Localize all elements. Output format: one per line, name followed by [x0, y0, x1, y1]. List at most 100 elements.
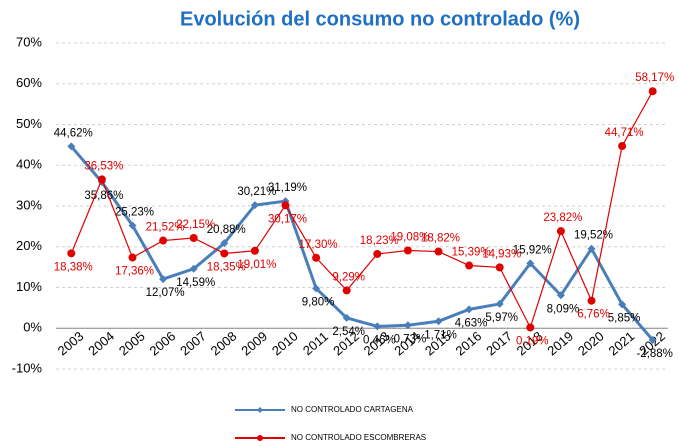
marker	[556, 291, 565, 300]
marker	[189, 233, 198, 242]
marker	[189, 264, 198, 273]
data-label: 0,73%	[394, 333, 427, 345]
data-label: 23,82%	[543, 212, 582, 224]
data-label: 44,71%	[605, 127, 644, 139]
data-label: 44,62%	[54, 127, 93, 139]
data-label: 17,36%	[115, 266, 154, 278]
data-label: 18,82%	[421, 233, 460, 245]
data-label: 6,76%	[577, 309, 610, 321]
data-label: 20,88%	[207, 224, 246, 236]
marker	[648, 335, 657, 344]
marker	[250, 201, 259, 210]
data-label: 5,85%	[608, 312, 641, 324]
x-tick-label: 2019	[544, 328, 576, 358]
x-tick-label: 2016	[453, 328, 485, 358]
data-label: 19,08%	[390, 232, 429, 244]
data-label: 19,52%	[574, 230, 613, 242]
x-tick-label: 2005	[116, 328, 148, 358]
marker	[526, 259, 535, 268]
legend-label: NO CONTROLADO CARTAGENA	[291, 405, 414, 414]
series-line	[70, 90, 654, 330]
marker	[67, 142, 76, 151]
data-label: -2,88%	[636, 348, 672, 360]
y-tick-label: 0%	[23, 320, 42, 335]
marker	[220, 239, 229, 248]
data-label: 9,29%	[332, 271, 365, 283]
data-label: 12,07%	[146, 287, 185, 299]
marker	[342, 286, 351, 295]
x-tick-label: 2011	[300, 329, 331, 358]
marker	[312, 284, 321, 293]
y-tick-label: 10%	[16, 279, 42, 294]
x-tick-label: 2008	[208, 328, 240, 358]
data-label: 18,38%	[54, 261, 93, 273]
marker	[587, 244, 596, 253]
data-label: 25,23%	[115, 206, 154, 218]
legend-label: NO CONTROLADO ESCOMBRERAS	[291, 433, 426, 442]
data-label: 15,39%	[452, 247, 491, 259]
x-tick-label: 2009	[238, 328, 270, 358]
marker	[556, 227, 565, 236]
marker	[159, 275, 168, 284]
marker	[403, 321, 412, 330]
y-tick-label: 70%	[16, 34, 42, 49]
y-tick-label: 20%	[16, 238, 42, 253]
data-label: 36,53%	[84, 160, 123, 172]
marker	[373, 322, 382, 331]
x-tick-label: 2021	[606, 328, 638, 358]
y-tick-label: 50%	[16, 116, 42, 131]
data-label: 22,15%	[176, 219, 215, 231]
marker	[312, 253, 321, 262]
marker	[97, 175, 106, 184]
data-label: 14,59%	[176, 277, 215, 289]
legend-marker	[257, 407, 263, 413]
y-tick-label: 30%	[16, 197, 42, 212]
data-label: 21,52%	[146, 222, 185, 234]
x-tick-label: 2017	[483, 328, 515, 358]
marker	[465, 305, 474, 314]
legend-marker	[257, 435, 263, 441]
data-label: 31,19%	[268, 182, 307, 194]
marker	[526, 323, 535, 332]
data-label: 0,19%	[516, 336, 549, 348]
marker	[128, 221, 137, 230]
data-label: 18,23%	[360, 235, 399, 247]
data-label: 15,92%	[513, 244, 552, 256]
marker	[373, 249, 382, 258]
data-label: 58,17%	[635, 72, 674, 84]
marker	[495, 263, 504, 272]
data-label: 19,01%	[237, 259, 276, 271]
marker	[128, 253, 137, 262]
x-tick-label: 2004	[85, 328, 117, 358]
marker	[618, 142, 627, 151]
marker	[403, 246, 412, 255]
marker	[67, 249, 76, 258]
data-label: 14,93%	[482, 248, 521, 260]
y-tick-label: -10%	[12, 360, 43, 375]
data-label: 5,97%	[485, 312, 518, 324]
marker	[342, 313, 351, 322]
x-tick-label: 2010	[269, 328, 301, 358]
x-tick-label: 2003	[55, 328, 87, 358]
marker	[495, 299, 504, 308]
x-tick-label: 2020	[575, 328, 607, 358]
data-label: 1,71%	[424, 329, 457, 341]
data-label: 9,80%	[302, 296, 335, 308]
marker	[587, 296, 596, 305]
chart-title: Evolución del consumo no controlado (%)	[180, 8, 580, 30]
marker	[281, 201, 290, 210]
marker	[648, 87, 657, 96]
data-label: 30,21%	[237, 186, 276, 198]
x-tick-label: 2006	[147, 328, 179, 358]
marker	[220, 249, 229, 258]
marker	[434, 247, 443, 256]
data-label: 0,46%	[363, 334, 396, 346]
data-label: 30,17%	[268, 213, 307, 225]
marker	[465, 261, 474, 270]
marker	[434, 317, 443, 326]
data-label: 18,35%	[207, 262, 246, 274]
data-label: 17,30%	[299, 239, 338, 251]
series-line	[70, 145, 654, 341]
marker	[159, 236, 168, 245]
